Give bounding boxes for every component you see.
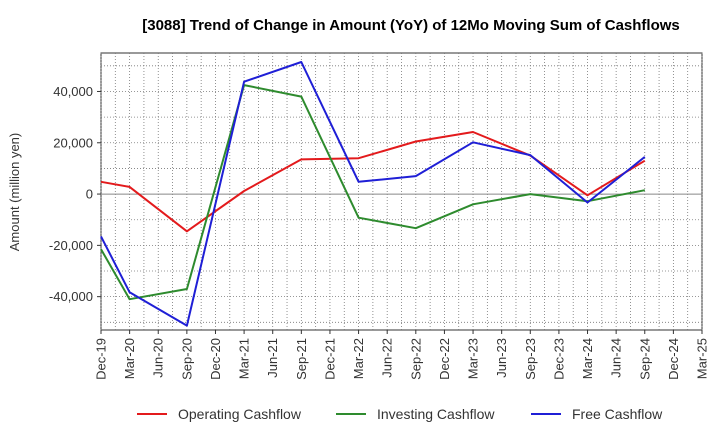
x-tick-label: Sep-23 [523,338,538,380]
free-cashflow-legend-label: Free Cashflow [572,406,663,422]
x-tick-label: Sep-20 [179,338,194,380]
x-tick-label: Dec-23 [551,338,566,380]
x-tick-label: Dec-19 [94,338,109,380]
y-tick-label: 40,000 [53,84,93,99]
x-tick-label: Jun-20 [151,338,166,378]
free-cashflow-line [100,61,646,327]
x-tick-label: Sep-21 [294,338,309,380]
x-tick-label: Jun-23 [494,338,509,378]
x-tick-label: Mar-24 [580,338,595,379]
y-tick-label: -20,000 [49,238,93,253]
x-tick-label: Sep-22 [408,338,423,380]
x-tick-label: Mar-25 [695,338,710,379]
x-tick-label: Dec-20 [208,338,223,380]
legend: Operating Cashflow Investing Cashflow Free… [137,406,663,422]
y-tick-label: -40,000 [49,289,93,304]
x-tick-label: Mar-22 [351,338,366,379]
x-tick-label: Dec-24 [666,338,681,380]
x-tick-label: Jun-24 [609,338,624,378]
x-tick-label: Mar-21 [237,338,252,379]
y-tick-label: 0 [86,187,93,202]
investing-cashflow-line [100,84,645,301]
y-tick-label: 20,000 [53,135,93,150]
x-tick-label: Jun-21 [265,338,280,378]
y-axis: 40,000 20,000 0 -20,000 -40,000 [49,84,101,304]
investing-cashflow-legend-label: Investing Cashflow [377,406,495,422]
x-axis: Dec-19 Mar-20 Jun-20 Sep-20 Dec-20 Mar-21 Jun-… [94,330,710,380]
x-tick-label: Dec-21 [322,338,337,380]
x-tick-label: Mar-20 [122,338,137,379]
operating-cashflow-line [100,131,646,233]
x-tick-label: Dec-22 [437,338,452,380]
chart-title: [3088] Trend of Change in Amount (YoY) o… [142,17,680,34]
x-tick-label: Sep-24 [637,338,652,380]
x-tick-label: Jun-22 [380,338,395,378]
series-lines [100,61,646,327]
operating-cashflow-legend-label: Operating Cashflow [178,406,302,422]
x-tick-label: Mar-23 [466,338,481,379]
y-axis-label: Amount (million yen) [7,133,22,252]
grid [100,53,703,330]
